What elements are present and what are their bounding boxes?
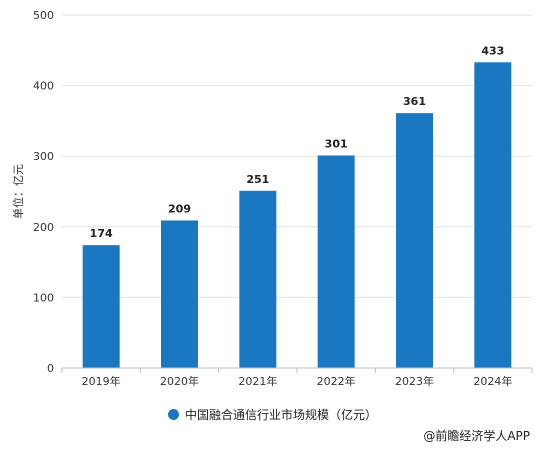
legend-marker — [168, 409, 179, 420]
y-tick-label: 100 — [33, 291, 54, 304]
y-tick-label: 400 — [33, 80, 54, 93]
x-tick-label: 2019年 — [82, 374, 121, 388]
data-label: 301 — [325, 137, 348, 150]
bar — [239, 190, 277, 368]
data-label: 251 — [246, 173, 269, 186]
y-axis-label: 单位：亿元 — [11, 164, 25, 219]
bars — [82, 62, 512, 368]
source-credit: @前瞻经济学人APP — [423, 429, 530, 443]
x-tick-label: 2024年 — [473, 374, 512, 388]
bar — [82, 245, 120, 368]
y-tick-label: 200 — [33, 221, 54, 234]
y-tick-label: 0 — [47, 362, 54, 375]
y-axis-ticks: 0 100 200 300 400 500 — [33, 9, 54, 375]
data-label: 174 — [90, 227, 113, 240]
data-label: 361 — [403, 95, 426, 108]
grid-lines — [62, 14, 532, 298]
bar — [396, 113, 433, 368]
x-tick-label: 2020年 — [160, 374, 199, 388]
x-tick-label: 2023年 — [395, 374, 434, 388]
x-tick-label: 2021年 — [238, 374, 277, 388]
legend: 中国融合通信行业市场规模（亿元） — [168, 406, 377, 423]
bar — [317, 155, 355, 368]
y-tick-label: 500 — [33, 9, 54, 22]
data-label: 209 — [168, 202, 191, 215]
x-axis-ticks: 2019年 2020年 2021年 2022年 2023年 2024年 — [61, 368, 533, 388]
legend-label: 中国融合通信行业市场规模（亿元） — [185, 408, 378, 422]
bar — [161, 220, 198, 368]
x-tick-label: 2022年 — [317, 374, 356, 388]
data-labels: 174 209 251 301 361 433 — [90, 44, 505, 240]
y-tick-label: 300 — [33, 150, 54, 163]
bar — [474, 62, 512, 368]
data-label: 433 — [481, 44, 504, 57]
